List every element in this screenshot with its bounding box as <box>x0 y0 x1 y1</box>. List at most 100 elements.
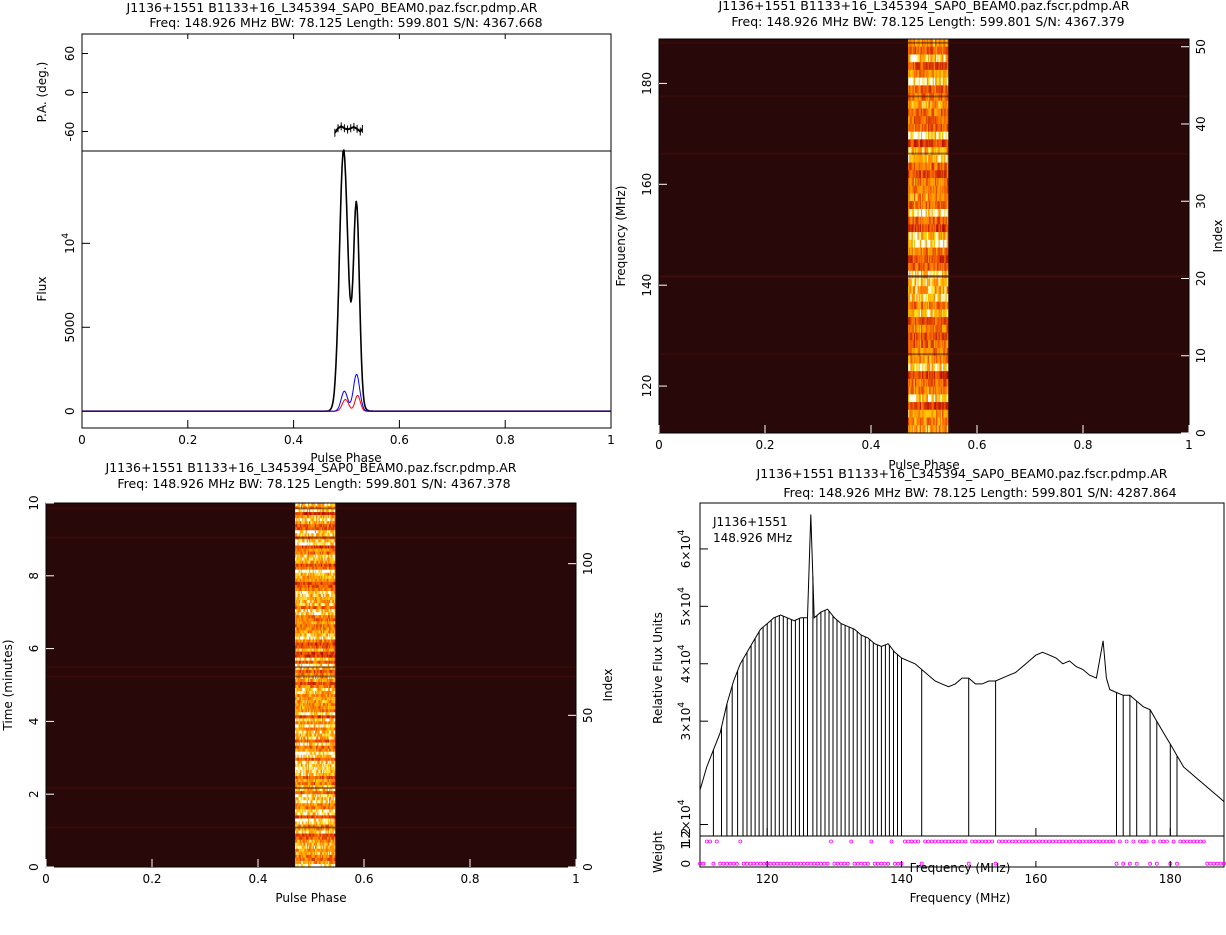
time-phase-cell <box>323 754 325 759</box>
freq-phase-cell <box>937 54 939 63</box>
time-phase-cell <box>327 539 330 543</box>
time-phase-cell <box>331 594 333 598</box>
time-phase-cell <box>300 563 303 568</box>
freq-phase-cell <box>937 201 939 210</box>
freq-phase-cell <box>936 278 938 287</box>
time-phase-cell <box>302 651 304 655</box>
time-phase-cell <box>329 509 331 513</box>
freq-phase-cell <box>918 301 921 310</box>
time-phase-cell <box>306 672 309 677</box>
freq-phase-cell <box>910 340 912 349</box>
time-phase-cell <box>315 645 317 649</box>
time-phase-cell <box>295 591 297 595</box>
freq-phase-cell <box>931 324 934 333</box>
time-phase-cell <box>304 724 307 728</box>
freq-phase-cell <box>919 378 922 387</box>
freq-phase-cell <box>915 209 917 218</box>
freq-phase-cell <box>918 355 921 364</box>
freq-phase-cell <box>913 371 916 380</box>
time-phase-cell <box>323 566 325 571</box>
time-phase-cell <box>299 763 302 768</box>
time-phase-cell <box>329 594 331 598</box>
time-phase-cell <box>300 748 303 753</box>
time-phase-cell <box>295 612 297 616</box>
time-phase-cell <box>333 627 336 631</box>
freq-phase-cell <box>930 309 932 318</box>
time-phase-cell <box>332 678 335 683</box>
time-phase-cell <box>308 503 310 507</box>
time-phase-cell <box>313 509 316 513</box>
time-phase-cell <box>323 521 325 525</box>
time-phase-cell <box>316 760 318 765</box>
freq-phase-cell <box>915 85 917 94</box>
time-phase-cell <box>329 578 331 583</box>
freq-phase-cell <box>913 46 916 55</box>
time-phase-cell <box>319 682 322 686</box>
freq-phase-cell <box>933 162 936 171</box>
time-phase-cell <box>316 597 318 601</box>
time-phase-cell <box>316 675 318 680</box>
time-phase-cell <box>318 760 321 765</box>
time-phase-cell <box>312 645 315 649</box>
freq-phase-cell <box>929 386 931 395</box>
time-phase-cell <box>329 666 331 671</box>
freq-phase-cell <box>911 216 914 225</box>
freq-phase-cell <box>922 232 924 241</box>
freq-phase-cell <box>936 263 938 272</box>
freq-phase-cell <box>929 355 931 364</box>
time-phase-cell <box>325 766 328 771</box>
time-phase-cell <box>331 639 333 643</box>
time-phase-cell <box>302 627 304 631</box>
freq-phase-cell <box>913 69 916 78</box>
freq-phase-cell <box>915 170 917 179</box>
time-phase-cell <box>315 618 317 622</box>
time-phase-cell <box>322 566 324 571</box>
freq-phase-cell <box>929 131 931 140</box>
time-phase-cell <box>332 612 335 616</box>
freq-phase-cell <box>913 255 916 264</box>
time-phase-cell <box>311 715 314 719</box>
time-phase-cell <box>323 757 325 762</box>
time-phase-cell <box>303 572 305 577</box>
time-phase-cell <box>300 669 303 674</box>
time-phase-cell <box>319 572 322 577</box>
time-phase-cell <box>302 597 304 601</box>
time-phase-cell <box>299 736 302 740</box>
freq-phase-cell <box>911 386 914 395</box>
time-phase-cell <box>306 706 309 710</box>
time-phase-cell <box>315 718 317 722</box>
time-phase-cell <box>300 584 303 589</box>
time-phase-cell <box>333 745 336 750</box>
freq-phase-cell <box>919 255 922 264</box>
freq-phase-cell <box>915 286 917 295</box>
freq-phase-cell <box>939 348 942 357</box>
time-phase-cell <box>296 666 298 671</box>
pa-ytick-label: 0 <box>63 89 77 97</box>
freq-phase-cell <box>930 232 932 241</box>
time-phase-cell <box>333 539 336 543</box>
time-phase-cell <box>323 718 325 722</box>
time-phase-cell <box>310 581 312 586</box>
time-phase-cell <box>310 512 312 516</box>
time-phase-cell <box>311 548 314 552</box>
time-phase-cell <box>320 694 323 698</box>
time-phase-cell <box>313 587 316 592</box>
freq-phase-cell <box>938 263 941 272</box>
freq-phase-cell <box>909 386 911 395</box>
time-phase-cell <box>312 660 315 665</box>
time-phase-cell <box>302 751 304 756</box>
freq-phase-cell <box>946 270 949 279</box>
time-phase-cell <box>324 639 326 643</box>
time-phase-cell <box>319 660 322 665</box>
time-phase-cell <box>327 739 330 743</box>
freq-phase-cell <box>945 363 948 372</box>
time-phase-cell <box>332 533 335 537</box>
time-phase-cell <box>327 688 330 692</box>
time-phase-cell <box>317 618 319 622</box>
time-phase-cell <box>299 594 302 598</box>
time-phase-cell <box>312 578 315 583</box>
time-phase-cell <box>330 600 332 604</box>
time-phase-cell <box>327 706 330 710</box>
time-phase-cell <box>299 524 302 528</box>
time-phase-cell <box>315 624 317 628</box>
